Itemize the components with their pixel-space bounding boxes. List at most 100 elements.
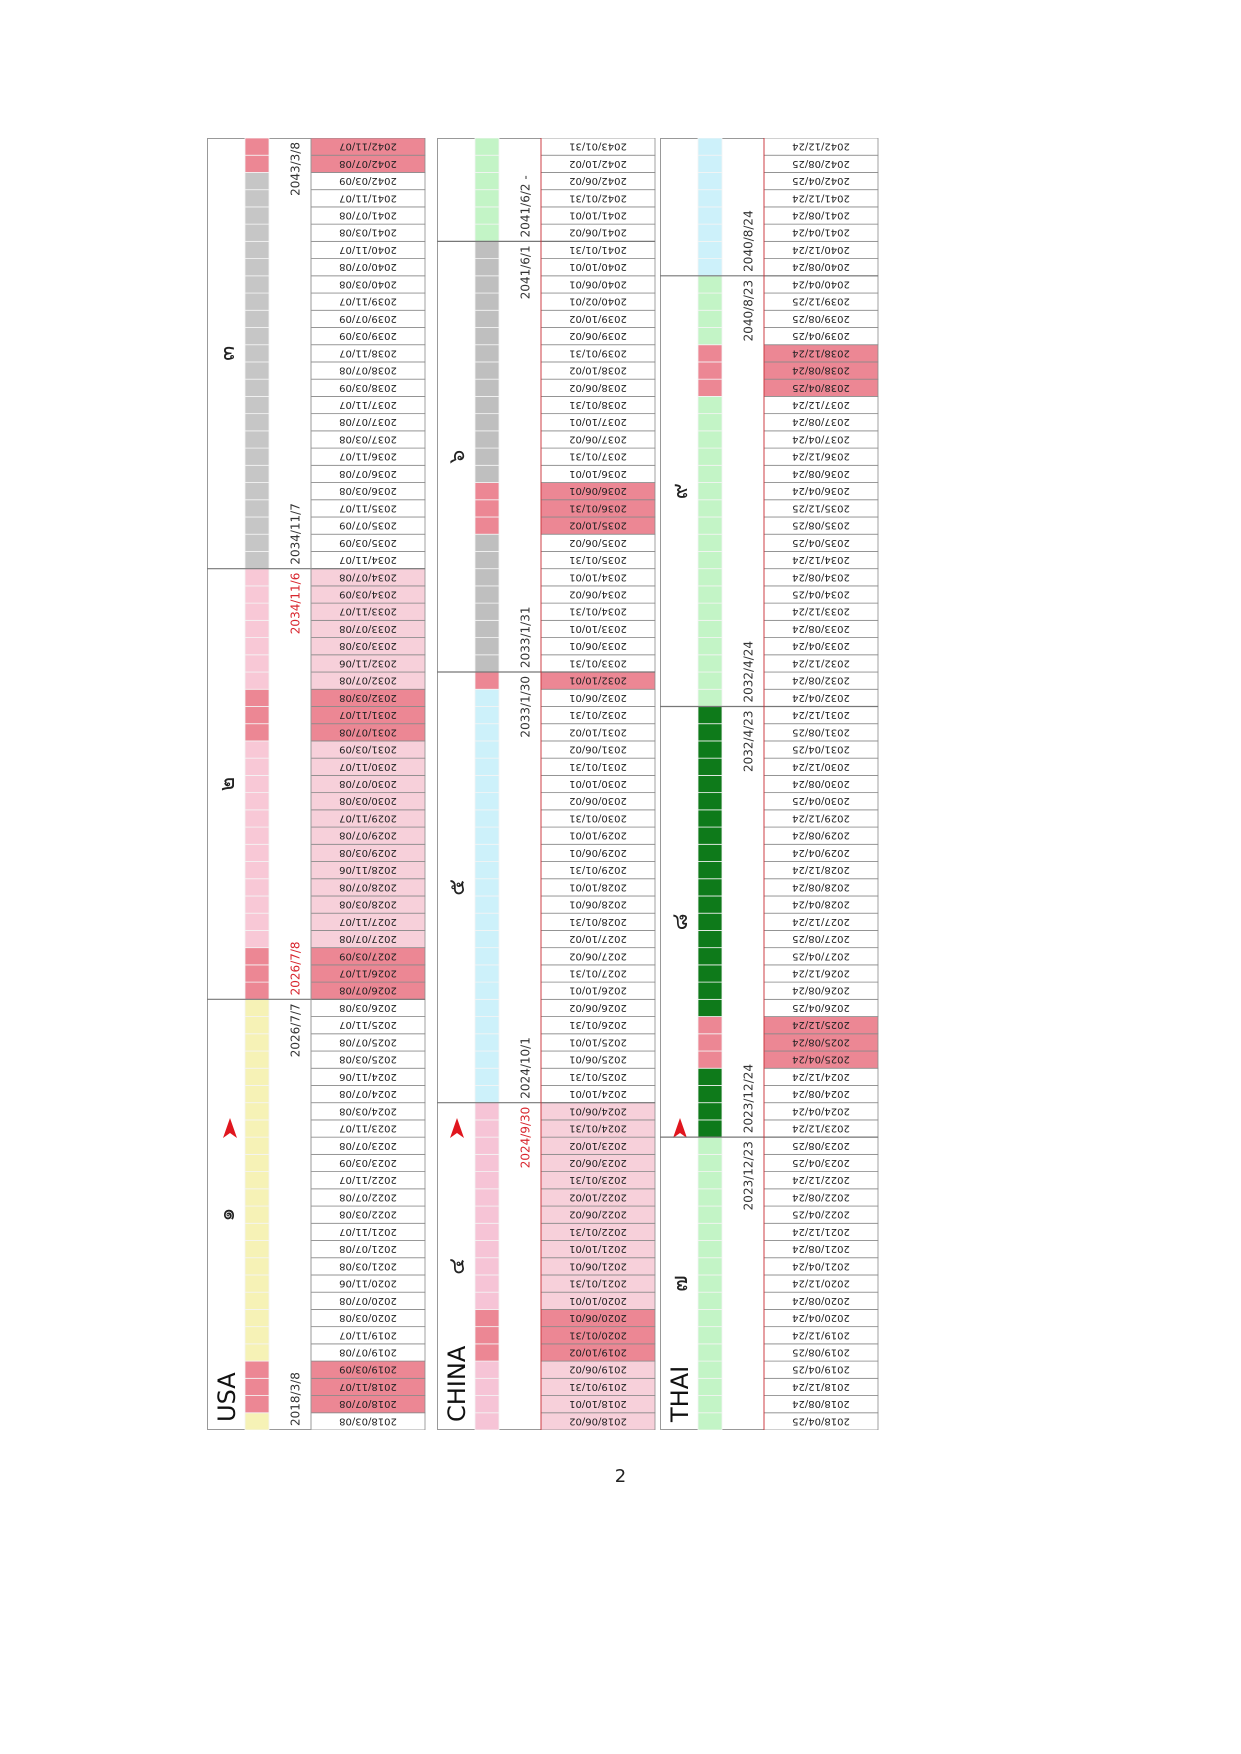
date-cell-text: 2034/08/24 — [792, 571, 850, 582]
date-cell-text: 2036/06/01 — [569, 485, 627, 496]
strip-cell — [474, 981, 500, 1000]
strip-cell — [697, 723, 723, 742]
strip-cell — [697, 1360, 723, 1379]
band-numeral: ๔ — [445, 1258, 470, 1275]
strip-cell — [474, 964, 500, 983]
date-cell-text: 2037/10/01 — [569, 416, 627, 427]
strip-cell — [244, 1085, 270, 1104]
strip-cell — [244, 1033, 270, 1052]
strip-cell — [244, 654, 270, 673]
date-cell-text: 2028/03/08 — [339, 899, 397, 910]
date-cell-text: 2018/04/25 — [792, 1415, 850, 1426]
date-cell-text: 2038/03/09 — [339, 382, 397, 393]
band-end-label: 2041/6/1 — [519, 245, 533, 299]
strip-cell — [697, 757, 723, 776]
date-cell-text: 2034/04/25 — [792, 589, 850, 600]
date-cell-text: 2030/07/08 — [339, 778, 397, 789]
strip-cell — [244, 378, 270, 397]
date-cell-text: 2029/04/24 — [792, 847, 850, 858]
band-end-label: 2043/3/8 — [289, 142, 303, 196]
strip-cell — [244, 1360, 270, 1379]
strip-cell — [697, 774, 723, 794]
date-cell-text: 2029/11/07 — [339, 812, 397, 823]
band-numeral: ๓ — [215, 346, 240, 361]
date-cell-text: 2033/04/24 — [792, 640, 850, 651]
band-end-label: 2033/1/30 — [519, 676, 533, 738]
strip-cell — [474, 551, 500, 570]
rotated-content: USA ๑ 2018/3/8 2026/7/7 2018/03/08 2018/07/08… — [207, 137, 880, 1431]
band-end-label: 2032/4/23 — [742, 710, 756, 772]
date-cell-text: 2019/01/31 — [569, 1381, 627, 1392]
date-cell-text: 2037/06/02 — [569, 433, 627, 444]
strip-cell — [244, 1102, 270, 1121]
date-cell-text: 2033/07/08 — [339, 623, 397, 634]
date-cell-text: 2019/06/02 — [569, 1364, 627, 1375]
date-cell-text: 2027/12/24 — [792, 916, 850, 927]
date-cell-text: 2034/07/08 — [339, 571, 397, 582]
date-cell-text: 2028/07/08 — [339, 881, 397, 892]
date-cell-text: 2025/10/01 — [569, 1036, 627, 1047]
band-start-label: 2040/8/24 — [742, 210, 756, 272]
strip-cell — [474, 464, 500, 483]
strip-cell — [474, 585, 500, 604]
date-cell-text: 2034/03/09 — [339, 589, 397, 600]
date-cell-text: 2029/08/24 — [792, 830, 850, 841]
band-end-label: 2023/12/23 — [742, 1141, 756, 1210]
date-cell-text: 2032/11/06 — [339, 657, 397, 668]
date-cell-text: 2035/10/02 — [569, 520, 627, 531]
date-cell-text: 2033/03/08 — [339, 640, 397, 651]
strip-cell — [244, 1240, 270, 1259]
strip-cell — [244, 482, 270, 501]
strip-cell — [697, 964, 723, 983]
strip-cell — [244, 430, 270, 449]
strip-cell — [474, 1240, 500, 1259]
date-cell-text: 2039/07/09 — [339, 313, 397, 324]
date-cell-text: 2019/07/08 — [339, 1346, 397, 1357]
date-cell-text: 2022/04/25 — [792, 1209, 850, 1220]
date-cell-text: 2022/12/24 — [792, 1174, 850, 1185]
strip-cell — [697, 223, 723, 242]
date-cell-text: 2041/01/31 — [569, 244, 627, 255]
strip-cell — [474, 275, 500, 294]
date-cell-text: 2036/03/08 — [339, 485, 397, 496]
strip-cell — [474, 189, 500, 208]
date-cell-text: 2020/07/08 — [339, 1295, 397, 1306]
strip-cell — [697, 671, 723, 690]
strip-cell — [244, 1188, 270, 1207]
date-cell-text: 2032/06/01 — [569, 692, 627, 703]
strip-cell — [244, 688, 270, 707]
date-cell-text: 2026/01/31 — [569, 1019, 627, 1030]
band-start-label: 2032/4/24 — [742, 641, 756, 703]
date-cell-text: 2041/11/07 — [339, 192, 397, 203]
strip-cell — [697, 189, 723, 208]
strip-cell — [697, 826, 723, 845]
strip-cell — [244, 568, 270, 587]
date-cell-text: 2042/04/25 — [792, 175, 850, 186]
strip-cell — [697, 1102, 723, 1121]
strip-cell — [474, 309, 500, 328]
date-cell-text: 2034/11/07 — [339, 554, 397, 565]
date-cell-text: 2029/03/08 — [339, 847, 397, 858]
strip-cell — [244, 1171, 270, 1190]
date-cell-text: 2027/10/02 — [569, 933, 627, 944]
date-cell-text: 2040/07/08 — [339, 261, 397, 272]
date-cell-text: 2025/06/01 — [569, 1054, 627, 1065]
date-cell-text: 2020/03/08 — [339, 1312, 397, 1323]
strip-cell — [697, 344, 723, 363]
date-cell-text: 2025/07/08 — [339, 1036, 397, 1047]
date-cell-text: 2028/01/31 — [569, 916, 627, 927]
strip-cell — [474, 1326, 500, 1345]
date-cell-text: 2042/10/02 — [569, 158, 627, 169]
strip-cell — [244, 361, 270, 380]
strip-cell — [697, 413, 723, 432]
date-cell-text: 2026/11/07 — [339, 967, 397, 978]
strip-cell — [244, 1395, 270, 1414]
strip-cell — [474, 516, 500, 535]
date-cell-text: 2034/10/01 — [569, 571, 627, 582]
strip-cell — [474, 757, 500, 776]
date-cell-text: 2025/11/07 — [339, 1019, 397, 1030]
strip-cell — [244, 757, 270, 776]
strip-cell — [697, 809, 723, 828]
band-start-label: 2041/6/2 - — [519, 175, 533, 237]
